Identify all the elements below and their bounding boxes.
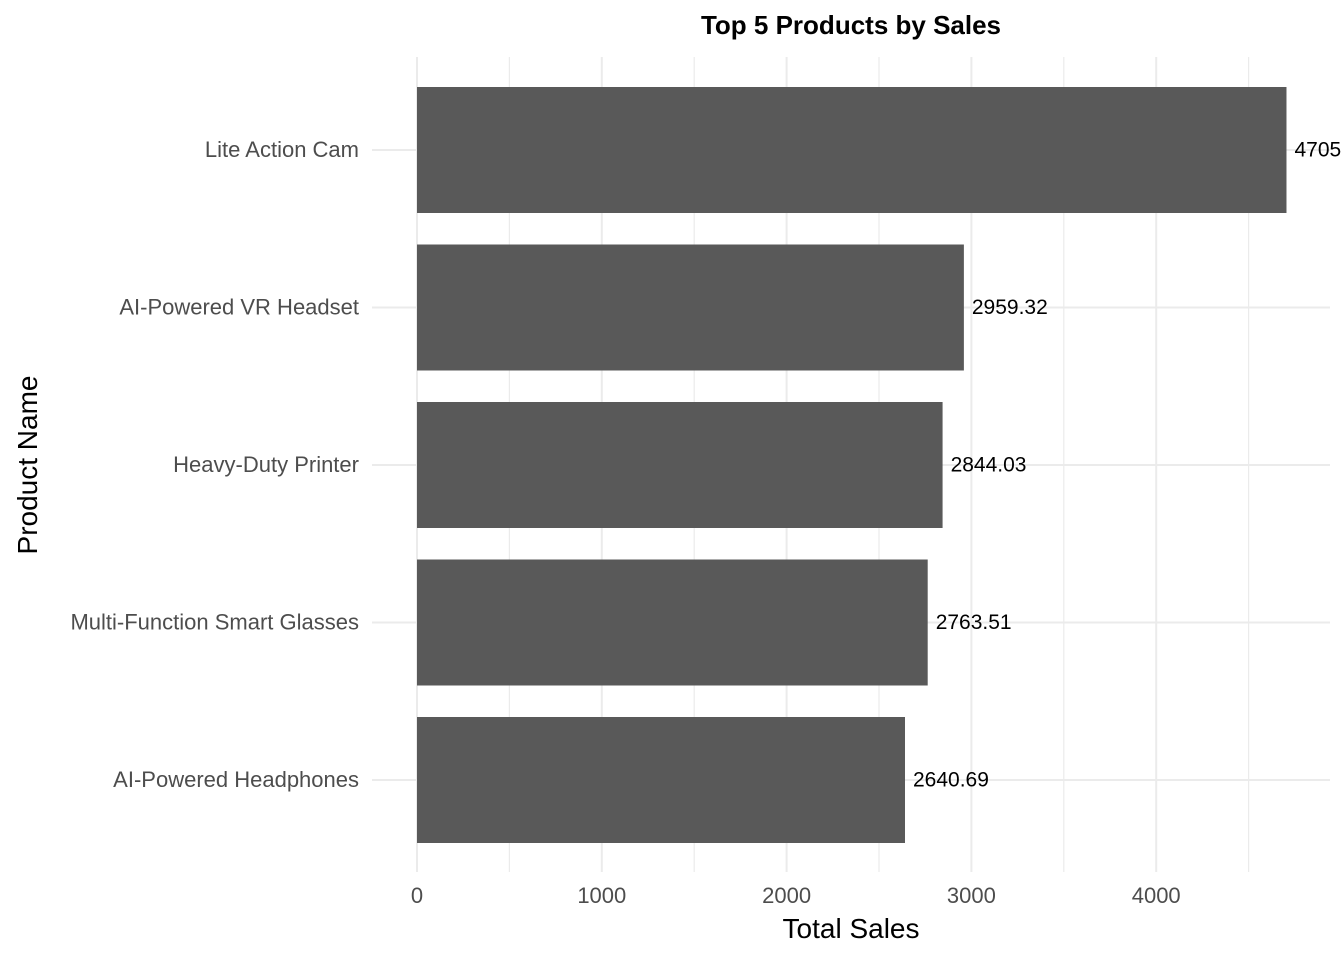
bars	[417, 87, 1287, 843]
x-tick-label: 4000	[1132, 883, 1181, 908]
data-label: 2763.51	[936, 611, 1012, 634]
x-tick-label: 3000	[947, 883, 996, 908]
x-tick-label: 1000	[577, 883, 626, 908]
data-label: 2844.03	[951, 454, 1027, 477]
x-tick-label: 2000	[762, 883, 811, 908]
data-labels: 4705 2959.32 2844.03 2763.51 2640.69	[913, 139, 1341, 792]
y-tick-label: AI-Powered Headphones	[113, 767, 359, 792]
bar	[417, 402, 943, 528]
x-axis-title: Total Sales	[783, 913, 920, 944]
bar	[417, 244, 964, 371]
y-tick-label: AI-Powered VR Headset	[119, 294, 359, 319]
y-tick-label: Lite Action Cam	[205, 137, 359, 162]
y-tick-label: Multi-Function Smart Glasses	[70, 609, 359, 634]
x-tick-labels: 0 1000 2000 3000 4000	[411, 883, 1181, 908]
y-tick-label: Heavy-Duty Printer	[173, 452, 359, 477]
bar	[417, 559, 928, 686]
bar	[417, 87, 1287, 213]
data-label: 2959.32	[972, 296, 1048, 319]
x-tick-label: 0	[411, 883, 423, 908]
y-axis-title: Product Name	[12, 376, 43, 555]
bar	[417, 717, 905, 843]
data-label: 2640.69	[913, 769, 989, 792]
data-label: 4705	[1294, 139, 1341, 162]
chart-title: Top 5 Products by Sales	[701, 10, 1001, 40]
y-tick-labels: Lite Action Cam AI-Powered VR Headset Heav…	[70, 137, 359, 792]
